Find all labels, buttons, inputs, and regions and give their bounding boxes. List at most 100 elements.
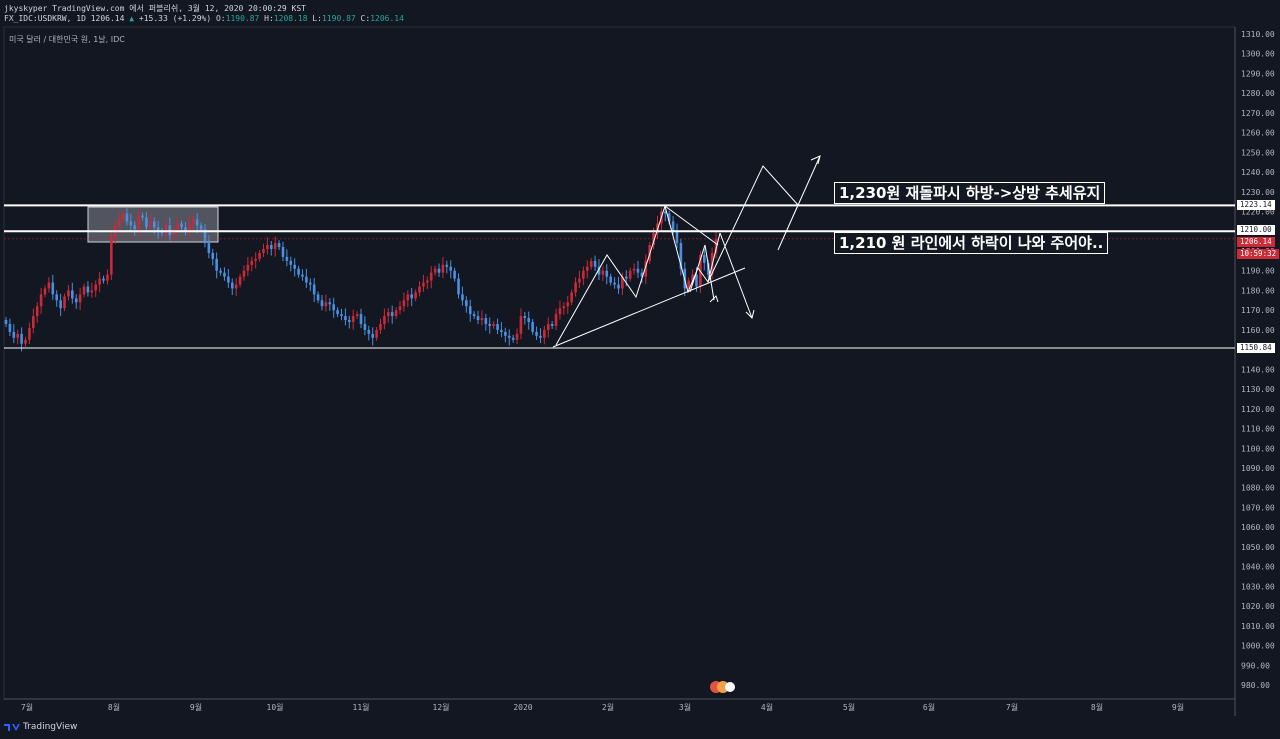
- candle-body: [230, 282, 234, 289]
- last-price-tag: 1206.14: [1237, 237, 1275, 247]
- candle-body: [266, 245, 269, 250]
- price-tick-label: 1270.00: [1241, 109, 1275, 118]
- candle-body: [242, 270, 246, 277]
- candle-body: [558, 308, 562, 315]
- time-tick-label: 3월: [679, 702, 691, 712]
- candle-body: [137, 215, 140, 230]
- candle-body: [457, 278, 460, 295]
- candle-body: [301, 274, 304, 277]
- time-tick-label: 8월: [108, 702, 120, 712]
- candle-body: [546, 323, 550, 330]
- candle-body: [324, 302, 328, 307]
- candle-body: [504, 331, 507, 336]
- candle-body: [269, 245, 273, 250]
- candle-body: [624, 276, 628, 279]
- price-tick-label: 1160.00: [1241, 326, 1275, 335]
- price-tick-label: 1070.00: [1241, 503, 1275, 512]
- projected-upside-path: [707, 155, 821, 283]
- arrow-head-1: [709, 295, 719, 303]
- candle-body: [117, 219, 121, 226]
- candle-body: [379, 323, 382, 330]
- time-axis: 7월 8월 9월 10월 11월 12월 2020 2월 3월 4월 5월 6월 7월 8월 9월: [21, 702, 1184, 712]
- candle-body: [293, 264, 296, 269]
- plot-frame: [3, 26, 1236, 700]
- candle-body: [227, 276, 230, 283]
- candle-body: [55, 294, 59, 301]
- chart-subtitle: 미국 달러 / 대한민국 원, 1날, IDC: [9, 35, 125, 44]
- candle-body: [305, 276, 308, 283]
- candle-body: [535, 331, 538, 336]
- candle-body: [480, 318, 484, 321]
- candle-body: [531, 322, 534, 332]
- candle-body: [98, 278, 101, 285]
- candle-body: [195, 219, 199, 226]
- low-value: 1190.87: [322, 14, 356, 23]
- time-tick-label: 9월: [1172, 702, 1184, 712]
- candle-body: [679, 243, 683, 269]
- candle-body: [484, 318, 488, 324]
- candle-body: [543, 329, 546, 338]
- annotation-breakout[interactable]: 1,230원 재돌파시 하방->상방 추세유지: [834, 182, 1106, 204]
- time-tick-label: 2월: [602, 702, 614, 712]
- candle-body: [632, 268, 636, 271]
- time-tick-label: 9월: [190, 702, 202, 712]
- candle-body: [355, 314, 359, 317]
- candle-body: [488, 323, 492, 326]
- annotation-rejection[interactable]: 1,210 원 라인에서 하락이 나와 주어야..: [834, 232, 1109, 254]
- candle-body: [308, 282, 312, 285]
- candle-body: [180, 223, 183, 228]
- candle-body: [207, 243, 211, 253]
- candle-body: [78, 294, 82, 303]
- candle-body: [636, 268, 640, 273]
- candle-body: [418, 286, 421, 293]
- price-tick-label: 1220.00: [1241, 208, 1275, 217]
- symbol-ohlc-line: FX_IDC:USDKRW, 1D 1206.14 ▲ +15.33 (+1.2…: [4, 14, 404, 23]
- candle-body: [515, 333, 519, 340]
- candle-body: [149, 221, 152, 228]
- candle-body: [141, 215, 144, 218]
- candle-body: [628, 270, 632, 279]
- candle-body: [273, 243, 277, 250]
- candle-body: [340, 314, 343, 317]
- candle-body: [51, 282, 55, 295]
- price-tick-label: 1170.00: [1241, 306, 1275, 315]
- candle-body: [375, 329, 378, 338]
- candle-body: [410, 294, 414, 299]
- candle-body: [191, 219, 195, 224]
- trend-drawings: [552, 155, 821, 348]
- candle-body: [449, 266, 453, 271]
- price-tag-1210: 1210.00: [1237, 225, 1275, 235]
- candle-body: [285, 256, 289, 261]
- candle-body: [223, 272, 226, 277]
- price-tick-label: 1100.00: [1241, 444, 1275, 453]
- swing-down-path-1: [689, 244, 715, 301]
- candle-body: [312, 284, 316, 295]
- candle-body: [234, 284, 238, 289]
- candle-body: [250, 260, 254, 265]
- candle-body: [601, 270, 605, 275]
- candle-body: [671, 221, 675, 232]
- candle-body: [613, 282, 616, 285]
- candle-body: [605, 270, 609, 277]
- price-tick-label: 1230.00: [1241, 188, 1275, 197]
- candle-body: [663, 211, 667, 214]
- candle-body: [476, 316, 480, 321]
- candle-body: [597, 266, 601, 275]
- price-tick-label: 1250.00: [1241, 148, 1275, 157]
- footer-brand[interactable]: TradingView: [4, 722, 77, 732]
- time-tick-label: 2020: [513, 703, 532, 712]
- candle-body: [359, 314, 363, 324]
- candle-body: [246, 264, 250, 271]
- price-tick-label: 1280.00: [1241, 89, 1275, 98]
- price-tick-label: 1120.00: [1241, 405, 1275, 414]
- candle-body: [35, 306, 39, 317]
- time-tick-label: 6월: [923, 702, 935, 712]
- candle-body: [461, 294, 464, 301]
- candle-body: [152, 221, 156, 228]
- arrow-head-2: [745, 309, 755, 319]
- price-tick-label: 1310.00: [1241, 30, 1275, 39]
- time-tick-label: 7월: [1006, 702, 1018, 712]
- price-tick-label: 1240.00: [1241, 168, 1275, 177]
- events-badge-icon[interactable]: [709, 680, 735, 694]
